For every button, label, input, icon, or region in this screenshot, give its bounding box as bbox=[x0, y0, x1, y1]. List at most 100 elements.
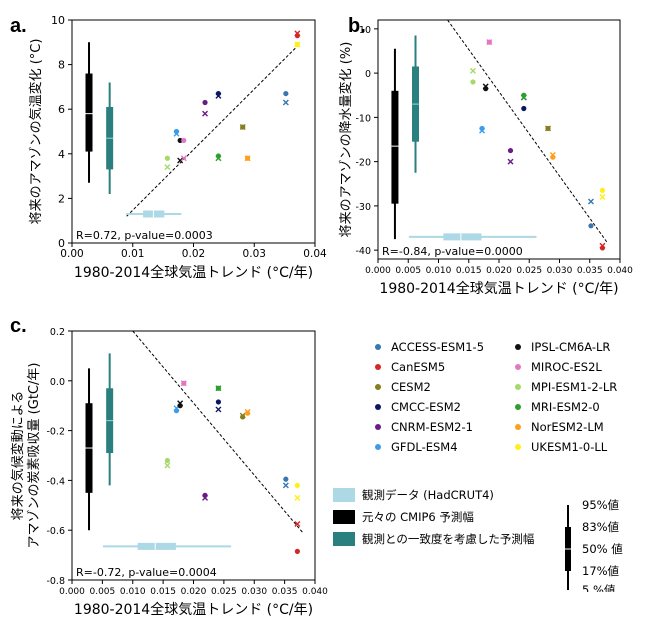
legend-model-item: MRI-ESM2-0 bbox=[515, 398, 600, 416]
x-tick-label: 0.030 bbox=[547, 266, 573, 276]
cross-stroke bbox=[479, 127, 486, 134]
y-axis-label: アマゾンの炭素吸収量 (GtC/年) bbox=[27, 363, 42, 549]
cross-stroke bbox=[482, 83, 489, 90]
model-cross bbox=[507, 158, 514, 165]
model-legend: ACCESS-ESM1-5 CanESM5 CESM2 CMCC-ESM2 CNRM-E… bbox=[375, 338, 645, 473]
model-cross bbox=[479, 127, 486, 134]
cross-stroke bbox=[164, 462, 171, 469]
y-tick-label: -0.6 bbox=[46, 526, 65, 537]
model-cross bbox=[244, 155, 251, 162]
legend-swatch-icon bbox=[333, 532, 355, 546]
legend-dot-icon bbox=[375, 424, 381, 430]
x-tick-label: 0.010 bbox=[120, 587, 146, 597]
x-tick-label: 0.015 bbox=[456, 266, 482, 276]
model-dot bbox=[521, 105, 527, 112]
x-axis-label: 1980-2014全球気温トレンド (°C/年) bbox=[74, 264, 313, 281]
legend-model-label: NorESM2-LM bbox=[531, 420, 604, 434]
y-tick-label: 0 bbox=[58, 237, 65, 250]
cross-stroke bbox=[177, 157, 184, 164]
model-cross bbox=[180, 155, 187, 162]
y-tick-label: -0.2 bbox=[46, 427, 65, 438]
legend-model-item: CNRM-ESM2-1 bbox=[375, 418, 473, 436]
legend-dot-icon bbox=[515, 424, 521, 430]
y-axis-label: 将来のアマゾンの降水量変化 (%) bbox=[338, 42, 354, 238]
x-tick-label: 0.00 bbox=[60, 248, 83, 260]
model-cross bbox=[282, 99, 289, 106]
obs-box-body bbox=[443, 233, 482, 241]
model-dot bbox=[294, 482, 300, 488]
model-cross bbox=[177, 157, 184, 164]
model-dot bbox=[181, 137, 187, 144]
legend-model-item: MPI-ESM1-2-LR bbox=[515, 378, 617, 396]
x-tick-label: 0.025 bbox=[211, 587, 237, 597]
model-cross bbox=[239, 412, 246, 419]
legend-model-item: MIROC-ES2L bbox=[515, 358, 602, 376]
panel-a: 0.00 0.01 0.02 0.03 0.04 0 2 4 6 8 10 a. 1980-2014全球… bbox=[10, 14, 327, 281]
legend-model-label: IPSL-CM6A-LR bbox=[531, 340, 611, 354]
model-cross bbox=[215, 406, 222, 413]
y-tick-label: -0.4 bbox=[46, 476, 65, 487]
percentile-diagram: 95%値 83%値 50% 値 17%値 5 %値 bbox=[565, 498, 623, 597]
model-cross bbox=[599, 194, 606, 201]
y-axis-label: 将来のアマゾンの気温変化 (°C) bbox=[28, 39, 44, 225]
model-dot bbox=[470, 79, 476, 85]
cross-stroke bbox=[294, 41, 301, 48]
model-cross bbox=[180, 380, 187, 387]
cross-stroke bbox=[486, 39, 493, 46]
raw-cmip6-box bbox=[85, 368, 93, 531]
model-cross bbox=[215, 155, 222, 162]
legend-model-label: CNRM-ESM2-1 bbox=[391, 420, 473, 434]
x-tick-label: 0.035 bbox=[577, 266, 603, 276]
legend-box-label: 元々の CMIP6 予測幅 bbox=[362, 510, 474, 524]
x-tick-label: 0.015 bbox=[150, 587, 176, 597]
model-cross bbox=[486, 39, 493, 46]
model-cross bbox=[294, 41, 301, 48]
x-axis-label: 1980-2014全球気温トレンド (°C/年) bbox=[74, 601, 313, 618]
legend-model-label: MIROC-ES2L bbox=[531, 360, 602, 374]
model-dot bbox=[588, 223, 594, 229]
y-tick-label: -10 bbox=[355, 113, 371, 124]
legend-model-label: ACCESS-ESM1-5 bbox=[391, 340, 485, 354]
legend-model-label: MRI-ESM2-0 bbox=[531, 400, 600, 414]
cross-stroke bbox=[180, 380, 187, 387]
cross-stroke bbox=[469, 67, 476, 74]
model-cross bbox=[599, 242, 606, 249]
panel-c: 0.000 0.005 0.010 0.015 0.020 0.025 0.030 0.035… bbox=[10, 315, 328, 618]
cross-stroke bbox=[549, 151, 556, 158]
legend-box-item: 元々の CMIP6 予測幅 bbox=[333, 507, 474, 527]
model-dot bbox=[294, 548, 300, 554]
cross-stroke bbox=[177, 400, 184, 407]
observation-box bbox=[408, 233, 537, 241]
model-cross bbox=[244, 408, 251, 415]
cross-stroke bbox=[599, 242, 606, 249]
model-cross bbox=[282, 482, 289, 489]
legend-model-label: MPI-ESM1-2-LR bbox=[531, 380, 618, 394]
model-dot bbox=[202, 99, 208, 106]
legend-model-label: CanESM5 bbox=[391, 360, 446, 374]
percentile-legend: 95%値 83%値 50% 値 17%値 5 %値 bbox=[560, 497, 650, 597]
cross-stroke bbox=[520, 94, 527, 101]
cross-stroke bbox=[599, 194, 606, 201]
constrained-box bbox=[106, 82, 114, 194]
model-cross bbox=[164, 462, 171, 469]
legend-dot-icon bbox=[375, 344, 381, 350]
legend-dot-icon bbox=[375, 364, 381, 370]
legend-model-label: GFDL-ESM4 bbox=[391, 440, 458, 454]
cross-stroke bbox=[282, 482, 289, 489]
y-tick-label: 0 bbox=[365, 69, 371, 80]
plot-frame bbox=[71, 330, 316, 581]
legend-dot-icon bbox=[515, 344, 521, 350]
y-tick-label: 0.2 bbox=[50, 327, 65, 338]
legend-model-item: UKESM1-0-LL bbox=[515, 438, 607, 456]
cross-stroke bbox=[173, 130, 180, 137]
model-cross bbox=[587, 198, 594, 205]
x-tick-label: 0.040 bbox=[302, 587, 328, 597]
x-tick-label: 0.000 bbox=[59, 587, 85, 597]
y-axis-label: 将来の気候変動による bbox=[10, 391, 26, 521]
model-dot bbox=[164, 155, 170, 161]
legend-swatch-icon bbox=[333, 488, 355, 502]
x-tick-label: 0.020 bbox=[181, 587, 207, 597]
model-cross bbox=[482, 83, 489, 90]
percentile-label: 50% 値 bbox=[582, 542, 623, 556]
x-tick-label: 0.025 bbox=[516, 266, 542, 276]
